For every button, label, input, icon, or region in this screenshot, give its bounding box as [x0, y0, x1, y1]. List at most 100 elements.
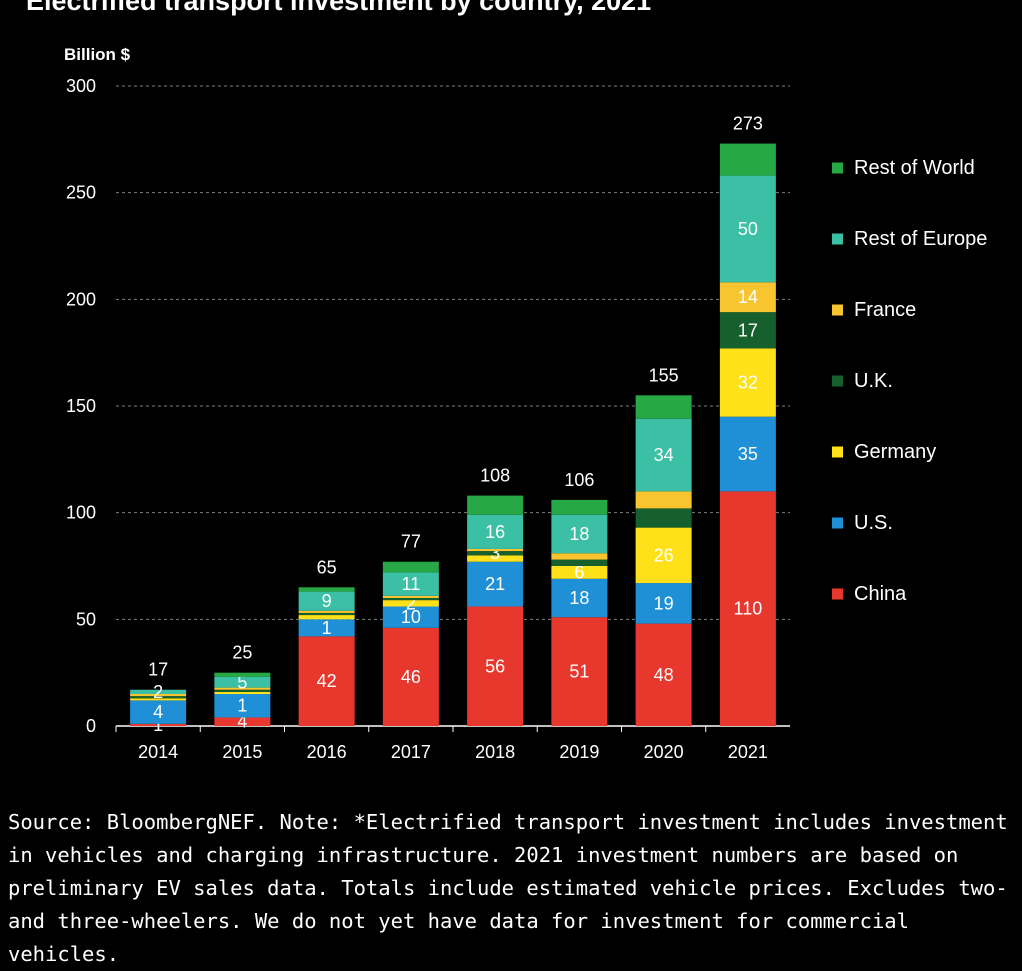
data-label: 17 — [738, 320, 758, 340]
data-label: 11 — [402, 574, 421, 594]
bar-segment — [551, 514, 608, 554]
bar-segment — [130, 689, 187, 694]
bar-segment — [214, 691, 271, 694]
bar-total-label: 273 — [733, 114, 763, 134]
data-label: 4 — [153, 702, 163, 722]
bar-segment — [214, 672, 271, 677]
bar-segment — [382, 572, 439, 596]
bar-segment — [551, 617, 608, 726]
bar-segment — [635, 395, 692, 419]
data-label: 10 — [401, 607, 421, 627]
data-label: 51 — [569, 662, 589, 682]
bar-segment — [635, 623, 692, 726]
bar-segment — [719, 491, 776, 726]
source-note: Source: BloombergNEF. Note: *Electrified… — [8, 810, 1008, 966]
data-label: 18 — [569, 524, 589, 544]
data-label: 50 — [738, 219, 758, 239]
x-tick-label: 2019 — [559, 742, 599, 762]
data-label: 21 — [485, 574, 505, 594]
legend-swatch — [832, 517, 843, 529]
bar-total-label: 155 — [649, 365, 679, 385]
data-label: 9 — [322, 591, 332, 611]
bar-segment — [214, 687, 271, 690]
legend-entry: U.S. — [854, 512, 893, 534]
bar-segment — [298, 610, 355, 613]
bar-segment — [298, 636, 355, 726]
data-label: 35 — [738, 444, 758, 464]
data-label: 1 — [237, 696, 247, 716]
data-label: 18 — [569, 588, 589, 608]
bar-segment — [467, 551, 524, 556]
data-label: 4 — [237, 712, 247, 732]
x-tick-label: 2017 — [391, 742, 431, 762]
y-axis-unit-label: Billion $ — [64, 45, 131, 64]
y-tick-label: 250 — [66, 183, 96, 203]
bar-total-label: 25 — [232, 643, 252, 663]
bar-segment — [551, 566, 608, 579]
legend-swatch — [832, 588, 843, 600]
bar-segment — [719, 312, 776, 349]
data-label: 2 — [406, 593, 416, 613]
bar-segment — [719, 143, 776, 176]
bar-segment — [467, 495, 524, 515]
data-label: 5 — [237, 672, 247, 692]
y-tick-label: 300 — [66, 76, 96, 96]
bar-segment — [298, 615, 355, 620]
bar-segment — [298, 591, 355, 611]
bar-segment — [130, 694, 187, 697]
data-label: 19 — [654, 593, 674, 613]
legend-swatch — [832, 162, 843, 174]
bar-segment — [382, 606, 439, 628]
bar-segment — [382, 598, 439, 601]
bar-segment — [382, 600, 439, 607]
bar-segment — [214, 676, 271, 688]
data-label: 14 — [738, 287, 758, 307]
y-tick-label: 150 — [66, 396, 96, 416]
bar-total-label: 65 — [317, 557, 337, 577]
legend-entry: Rest of World — [854, 157, 975, 179]
legend-swatch — [832, 233, 843, 245]
chart-title: Electrified transport investment by coun… — [26, 0, 652, 16]
bar-total-label: 106 — [564, 470, 594, 490]
bar-segment — [382, 561, 439, 573]
legend-swatch — [832, 375, 843, 387]
x-tick-label: 2020 — [644, 742, 684, 762]
data-label: 16 — [485, 522, 505, 542]
data-label: 48 — [654, 665, 674, 685]
data-label: 42 — [317, 671, 337, 691]
x-tick-label: 2014 — [138, 742, 178, 762]
bar-segment — [130, 700, 187, 724]
data-label: 56 — [485, 656, 505, 676]
data-label: 6 — [574, 562, 584, 582]
bar-segment — [214, 689, 271, 692]
bar-segment — [298, 587, 355, 592]
bar-segment — [382, 627, 439, 726]
bar-segment — [298, 612, 355, 616]
x-tick-label: 2018 — [475, 742, 515, 762]
legend-entry: Rest of Europe — [854, 228, 987, 250]
bar-segment — [298, 619, 355, 637]
bar-segment — [467, 561, 524, 607]
bar-segment — [382, 595, 439, 598]
legend: Rest of World Rest of Europe France U.K. Ger… — [832, 157, 987, 605]
legend-entry: France — [854, 299, 916, 321]
data-label: 3 — [490, 543, 500, 563]
bar-segment — [467, 606, 524, 726]
legend-entry: U.K. — [854, 370, 893, 392]
data-label: 1 — [322, 618, 332, 638]
bar-segment — [130, 698, 187, 701]
data-label: 34 — [654, 445, 674, 465]
y-tick-label: 200 — [66, 289, 96, 309]
legend-entry: China — [854, 583, 907, 605]
bar-segment — [635, 491, 692, 509]
legend-entry: Germany — [854, 441, 936, 463]
bar-segment — [635, 418, 692, 492]
bar-segment — [130, 723, 187, 726]
legend-swatch — [832, 304, 843, 316]
bar-segment — [719, 348, 776, 417]
y-tick-label: 0 — [86, 716, 96, 736]
data-label: 2 — [153, 682, 163, 702]
bar-segment — [130, 696, 187, 699]
bar-segment — [467, 514, 524, 549]
x-tick-label: 2021 — [728, 742, 768, 762]
